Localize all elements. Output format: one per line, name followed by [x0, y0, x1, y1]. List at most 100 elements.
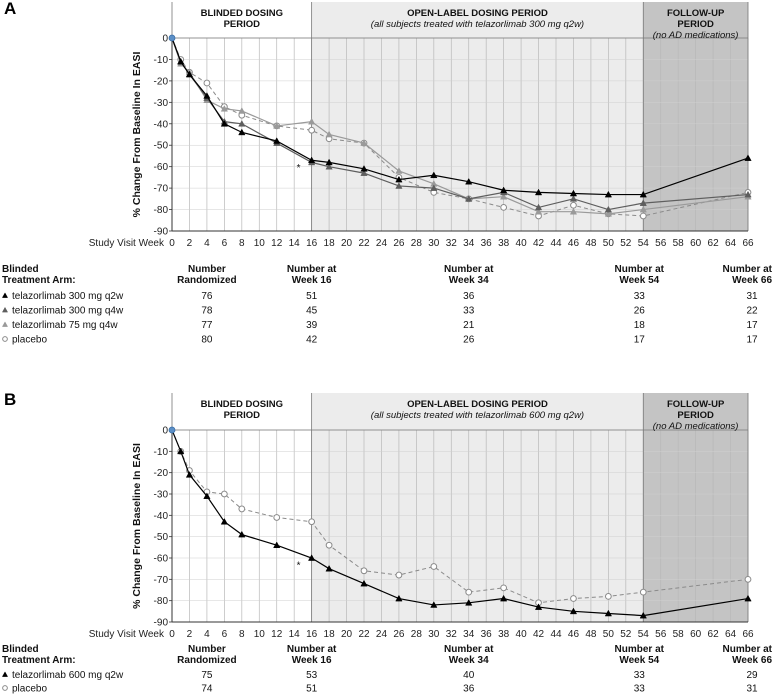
data-point — [500, 584, 508, 592]
table-row-label: telazorlimab 300 mg q2w — [12, 291, 124, 302]
table-cell: 33 — [463, 306, 475, 317]
data-point — [465, 599, 473, 606]
data-point — [177, 57, 185, 65]
x-axis-label: Study Visit Week — [89, 238, 165, 249]
table-header: Number at — [723, 644, 773, 655]
data-point — [238, 505, 246, 513]
panel-letter: B — [4, 390, 16, 409]
table-row: telazorlimab 75 mg q4w 77 39 21 18 17 — [1, 320, 758, 331]
table-cell: 33 — [634, 670, 646, 681]
x-tick-label: 34 — [463, 629, 475, 640]
x-tick-label: 8 — [239, 238, 245, 249]
data-point — [273, 541, 281, 549]
x-tick-label: 4 — [204, 238, 210, 249]
period-title: OPEN-LABEL DOSING PERIOD — [407, 399, 548, 410]
x-tick-label: 32 — [446, 238, 458, 249]
data-point — [570, 201, 577, 209]
period-subtitle: (all subjects treated with telazorlimab … — [371, 410, 584, 421]
x-tick-label: 44 — [550, 238, 562, 249]
data-point — [570, 595, 577, 602]
x-tick-label: 2 — [187, 238, 193, 249]
table-cell: 31 — [746, 684, 758, 695]
data-point — [744, 190, 752, 198]
y-tick-label: -90 — [154, 618, 169, 629]
data-point — [308, 518, 316, 526]
x-tick-label: 26 — [393, 629, 405, 640]
series-placebo — [171, 429, 752, 607]
period-region — [311, 393, 644, 622]
table-cell: 31 — [746, 291, 758, 302]
x-tick-label: 14 — [289, 238, 301, 249]
data-point — [273, 137, 281, 144]
table-cell: 18 — [634, 320, 646, 331]
table-cell: 45 — [306, 306, 318, 317]
table-row: telazorlimab 300 mg q4w 78 45 33 26 22 — [1, 306, 758, 317]
y-tick-label: -60 — [154, 162, 169, 173]
table-cell: 40 — [463, 670, 475, 681]
data-point — [465, 588, 473, 596]
legend-marker — [2, 336, 8, 342]
table-header: Week 34 — [449, 655, 489, 666]
x-tick-label: 40 — [516, 629, 528, 640]
table-header: Week 66 — [732, 275, 772, 286]
data-point — [465, 177, 473, 185]
table-cell: 42 — [306, 335, 318, 346]
table-cell: 29 — [746, 670, 758, 681]
data-point — [639, 190, 647, 198]
data-point — [325, 130, 333, 138]
legend-marker — [2, 685, 8, 691]
table-header: Number at — [444, 264, 494, 275]
y-tick-label: 0 — [162, 426, 168, 437]
data-point — [639, 588, 647, 596]
x-tick-label: 10 — [254, 629, 266, 640]
y-tick-label: -40 — [154, 511, 169, 522]
data-point — [220, 120, 228, 127]
data-point — [203, 79, 211, 87]
period-title: BLINDED DOSING — [201, 8, 283, 19]
data-point — [308, 554, 316, 561]
data-point — [639, 199, 647, 206]
x-tick-label: 20 — [341, 238, 353, 249]
legend-marker — [1, 306, 9, 313]
data-point — [744, 594, 752, 602]
x-tick-label: 16 — [306, 238, 318, 249]
data-point — [639, 212, 647, 220]
x-tick-label: 28 — [411, 238, 423, 249]
data-point — [744, 154, 752, 161]
x-tick-label: 20 — [341, 629, 353, 640]
x-axis-label: Study Visit Week — [89, 629, 165, 640]
y-tick-label: -20 — [154, 468, 169, 479]
table-cell: 80 — [201, 335, 213, 346]
panel-letter: A — [4, 0, 16, 18]
period-region — [311, 2, 644, 231]
table-row: placebo 74 51 36 33 31 — [2, 684, 758, 695]
x-tick-label: 28 — [411, 629, 423, 640]
data-point — [465, 195, 473, 202]
annotation-asterisk: * — [297, 163, 301, 174]
period-title: PERIOD — [224, 410, 261, 421]
table-header: Number at — [723, 264, 773, 275]
table-col1-header: Treatment Arm: — [2, 275, 76, 286]
y-axis-label: % Change From Baseline In EASI — [131, 52, 143, 218]
data-point — [273, 122, 281, 129]
y-tick-label: -60 — [154, 554, 169, 565]
table-header: Number at — [287, 644, 337, 655]
data-point — [203, 92, 211, 99]
data-point — [238, 128, 246, 136]
x-tick-label: 64 — [725, 629, 737, 640]
table-col1-header: Blinded — [2, 264, 39, 275]
x-tick-label: 48 — [585, 238, 597, 249]
data-point — [500, 192, 508, 200]
x-tick-label: 40 — [516, 238, 528, 249]
data-point — [177, 447, 185, 455]
data-point — [325, 541, 333, 549]
table-col1-header: Blinded — [2, 644, 39, 655]
x-tick-label: 50 — [603, 238, 615, 249]
data-point — [308, 117, 316, 125]
data-point — [604, 609, 612, 617]
table-cell: 22 — [746, 306, 758, 317]
x-tick-label: 10 — [254, 238, 266, 249]
x-tick-label: 12 — [271, 629, 283, 640]
